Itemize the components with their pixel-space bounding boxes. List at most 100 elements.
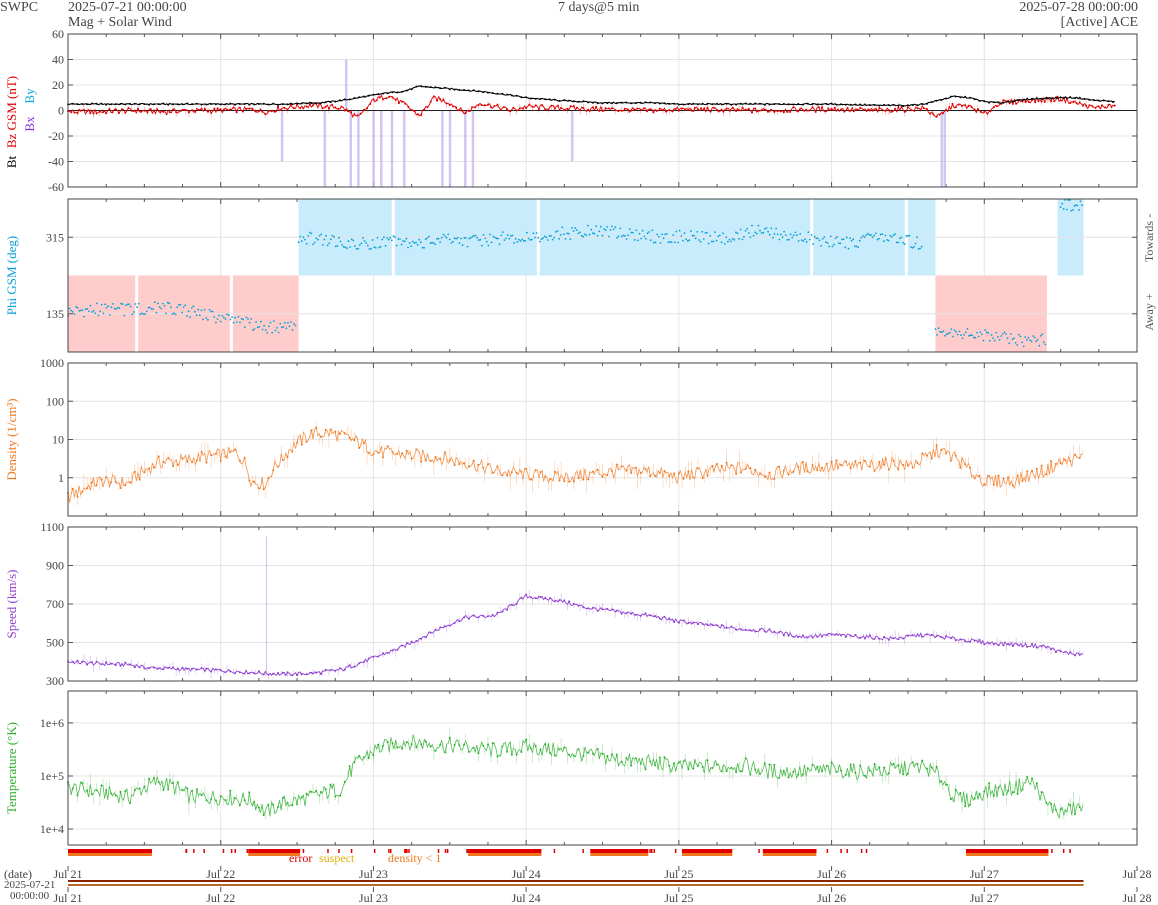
data-point [696,765,699,767]
data-gap [391,199,395,352]
data-point [1031,777,1033,780]
data-point [997,786,1000,789]
data-gap [536,199,540,352]
data-point [587,478,590,481]
data-point [73,111,76,114]
data-point [221,314,224,317]
data-point [424,636,427,639]
data-point [377,655,380,658]
data-point [746,227,749,230]
data-point [321,244,324,246]
data-point [902,464,905,466]
data-point [634,102,637,105]
data-point [630,472,633,474]
data-point [958,330,961,333]
data-point [339,240,342,243]
data-point [1005,333,1007,335]
data-point [652,111,655,114]
data-point [252,329,254,331]
data-point [186,787,189,790]
data-point [143,109,146,112]
data-point [754,768,757,771]
data-point [492,235,495,238]
data-point [1039,334,1042,337]
bz-axis-label: Bz GSM (nT) [4,76,19,148]
data-point [191,103,194,106]
data-point [577,477,580,480]
data-point [849,103,852,106]
data-point [620,760,623,763]
data-point [105,112,108,115]
data-point [391,96,394,99]
data-point [362,442,365,445]
data-point [286,671,289,674]
data-point [615,102,618,105]
data-point [519,240,522,242]
data-point [248,791,251,794]
data-point [410,457,413,460]
data-point [510,603,513,606]
data-point [711,624,714,626]
data-point [341,244,343,246]
data-point [402,240,405,242]
data-point [458,108,461,111]
data-point [983,483,986,486]
data-point [535,232,538,234]
data-point [878,104,881,107]
y-tick-label: 0 [58,104,64,118]
data-point [262,814,265,816]
data-point [883,635,886,638]
data-point [238,804,241,807]
data-point [1064,650,1067,653]
data-point [496,92,499,95]
data-point [102,312,105,315]
data-point [405,642,408,645]
data-point [444,235,446,238]
data-point [238,459,241,462]
data-point [331,103,334,106]
data-point [421,246,424,249]
data-point [735,771,738,774]
data-point [789,233,792,236]
data-point [801,773,804,776]
data-point [897,104,900,107]
data-point [219,108,222,111]
error-flag-tick [1069,849,1071,853]
data-point [788,238,790,241]
data-point [1101,104,1103,107]
data-point [1026,97,1029,100]
data-point [601,608,604,611]
data-point [333,236,335,238]
data-point [598,230,601,233]
data-point [935,115,938,118]
data-point [582,100,585,103]
data-point [1040,464,1043,467]
data-point [849,109,852,112]
data-point [134,303,137,305]
data-point [181,108,184,111]
data-point [711,465,714,467]
data-point [529,478,532,481]
data-point [614,109,617,112]
data-point [323,238,326,241]
data-point [906,104,909,107]
data-point [916,763,919,766]
data-point [219,460,222,462]
data-point [197,108,200,111]
data-point [587,751,590,754]
data-point [283,106,286,109]
data-point [677,621,680,624]
data-point [405,89,408,92]
data-point [843,110,846,113]
data-point [162,789,165,791]
data-point [929,112,932,115]
error-flag-tick [674,849,677,853]
data-point [205,461,208,464]
data-point [119,487,122,490]
data-point [700,107,703,110]
data-point [439,87,442,90]
data-point [264,113,267,116]
data-point [582,606,585,609]
data-point [358,755,361,757]
data-point [841,238,843,241]
